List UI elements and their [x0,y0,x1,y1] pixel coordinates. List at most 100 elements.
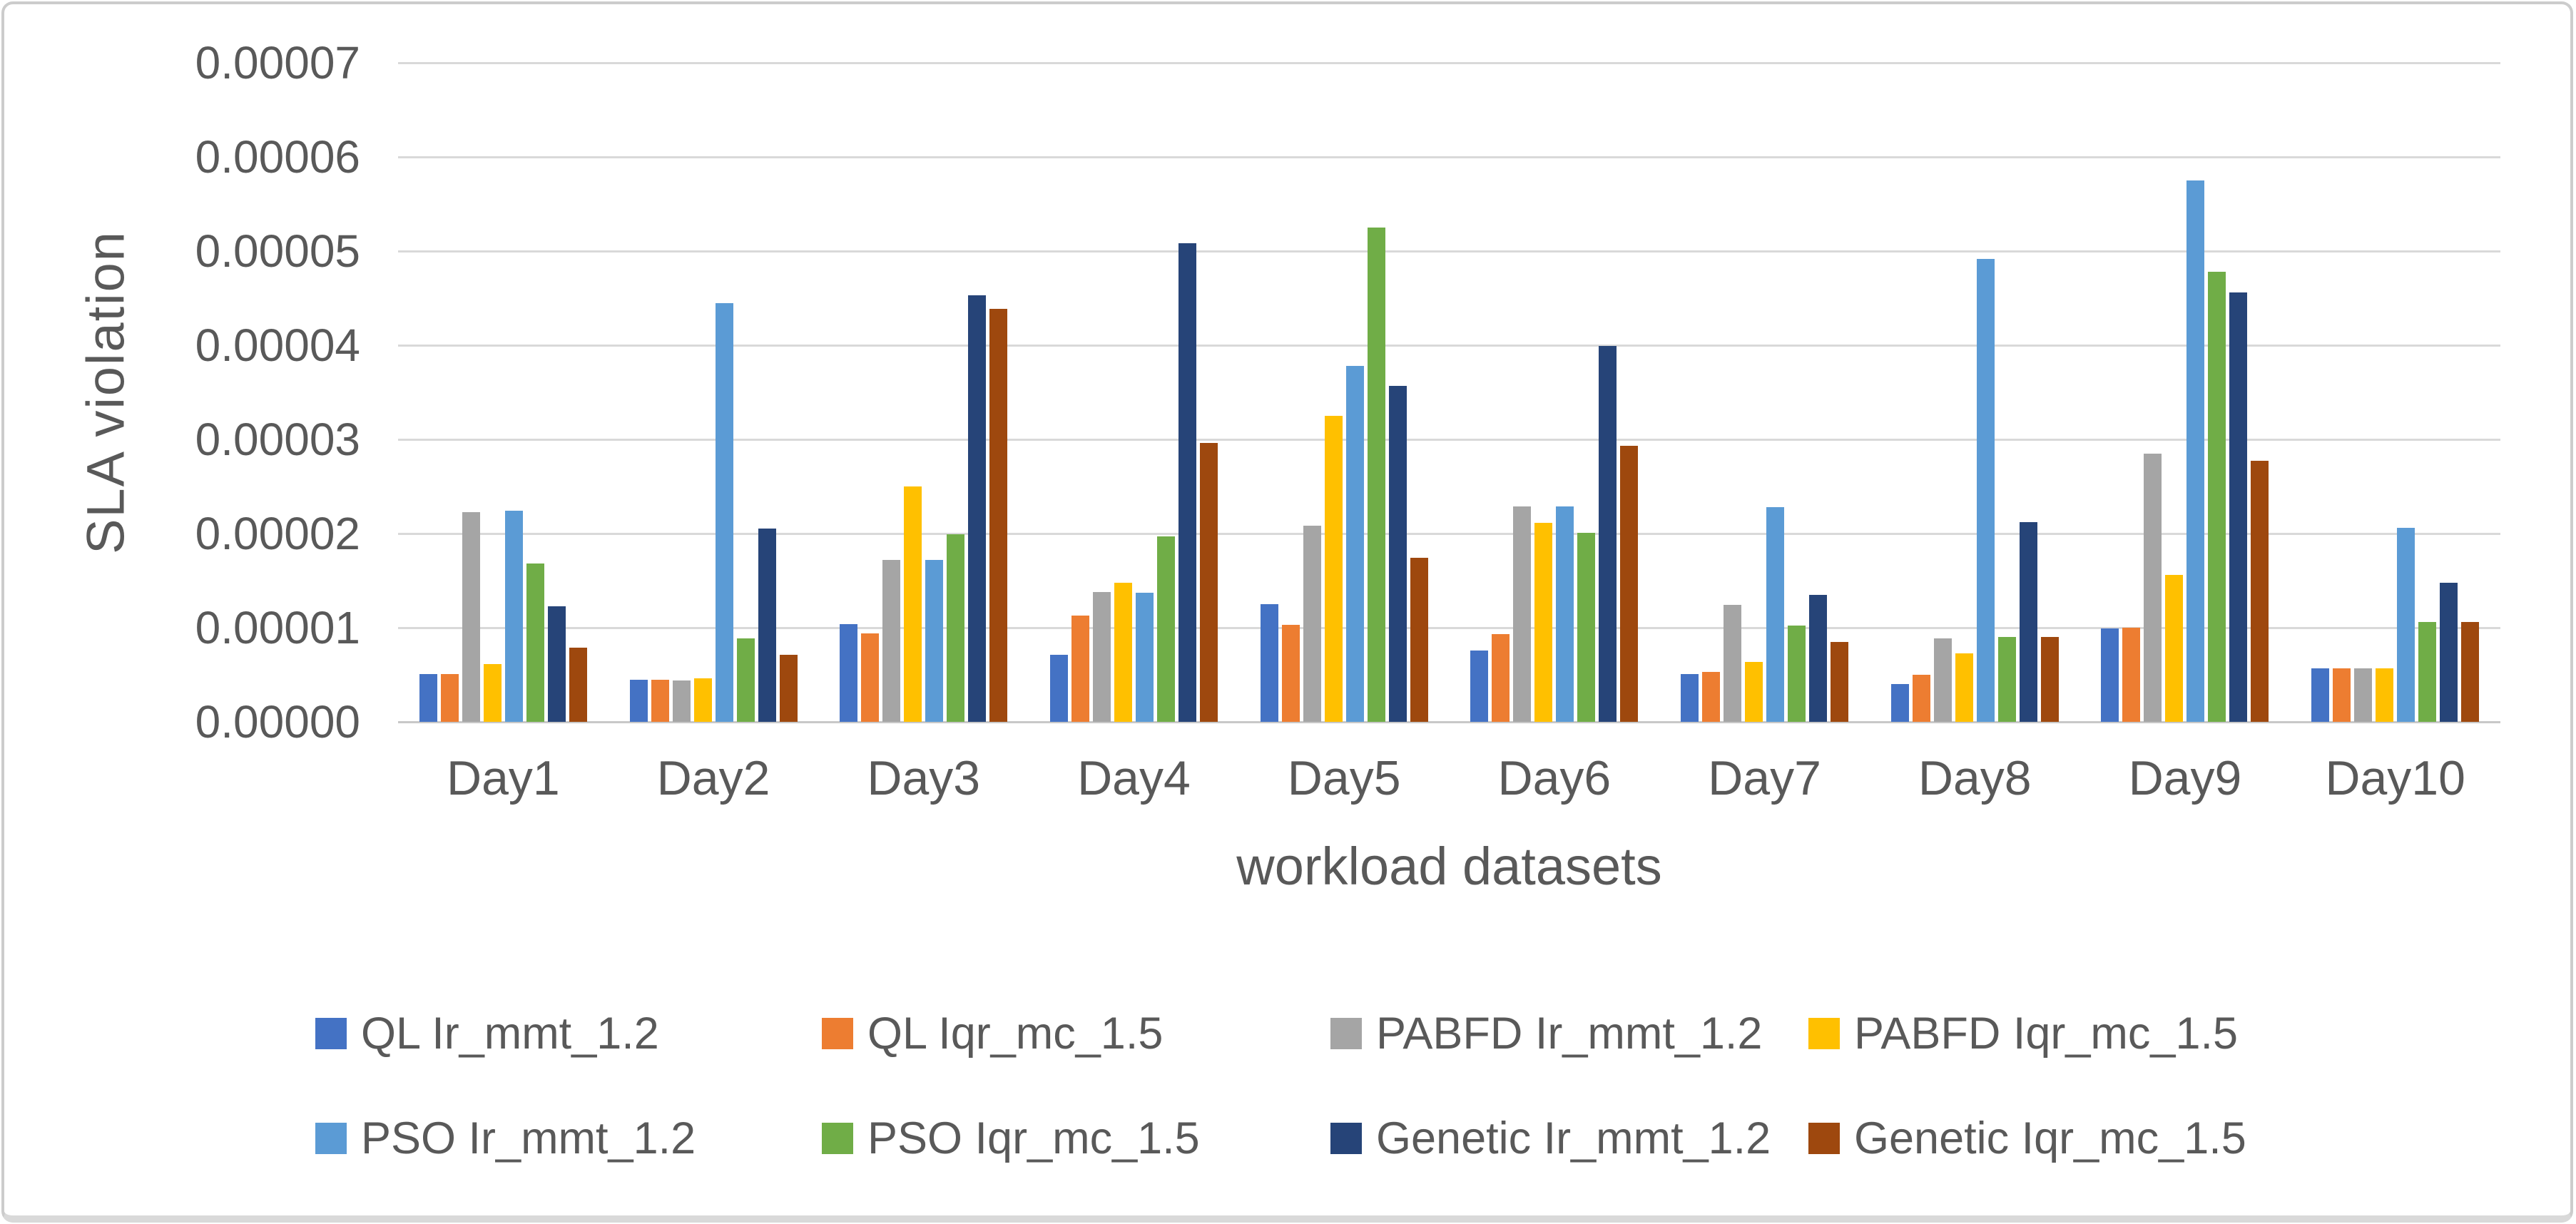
bar-pso-ir-mmt-1-2-day4 [1135,593,1154,722]
x-tick-label-day3: Day3 [867,751,981,805]
y-tick-label: 0.00004 [195,320,360,371]
bar-pabfd-ir-mmt-1-2-day10 [2354,668,2373,722]
legend-label: PABFD Ir_mmt_1.2 [1376,1009,1763,1059]
bar-pabfd-ir-mmt-1-2-day9 [2144,454,2162,722]
bar-pso-iqr-mc-1-5-day1 [526,563,544,722]
bar-ql-ir-mmt-1-2-day6 [1470,651,1489,722]
bar-genetic-ir-mmt-1-2-day4 [1178,243,1196,722]
bar-pabfd-ir-mmt-1-2-day4 [1092,592,1111,722]
bar-ql-ir-mmt-1-2-day10 [2311,668,2330,722]
bar-genetic-iqr-mc-1-5-day10 [2461,622,2480,722]
bar-ql-iqr-mc-1-5-day10 [2333,668,2351,722]
legend-label: QL Ir_mmt_1.2 [361,1009,659,1059]
x-tick-label-day7: Day7 [1708,751,1821,805]
bar-group-day8 [1870,61,2080,722]
bar-pso-iqr-mc-1-5-day6 [1577,533,1596,722]
y-tick-label: 0.00001 [195,602,360,653]
bar-genetic-ir-mmt-1-2-day6 [1599,346,1617,722]
x-tick-label-day10: Day10 [2325,751,2465,805]
bar-ql-iqr-mc-1-5-day3 [861,633,880,722]
bar-ql-iqr-mc-1-5-day6 [1492,634,1510,722]
bar-pabfd-iqr-mc-1-5-day6 [1534,523,1553,722]
x-axis-title: workload datasets [1236,837,1662,896]
bar-genetic-iqr-mc-1-5-day8 [2040,637,2059,722]
bar-ql-ir-mmt-1-2-day9 [2101,628,2119,722]
x-tick-label-day6: Day6 [1497,751,1612,805]
legend-item-genetic-ir-mmt-1-2: Genetic Ir_mmt_1.2 [1330,1113,1771,1163]
bar-genetic-iqr-mc-1-5-day6 [1620,446,1639,722]
bar-genetic-ir-mmt-1-2-day2 [758,529,776,722]
legend-item-pso-ir-mmt-1-2: PSO Ir_mmt_1.2 [315,1116,696,1161]
bar-group-day10 [2290,61,2500,722]
bar-ql-ir-mmt-1-2-day8 [1890,684,1909,722]
y-tick-label: 0.00002 [195,508,360,559]
x-tick-label-day1: Day1 [446,751,560,805]
legend-item-pabfd-iqr-mc-1-5: PABFD Iqr_mc_1.5 [1808,1009,2239,1059]
bar-genetic-ir-mmt-1-2-day1 [547,606,566,722]
bar-genetic-iqr-mc-1-5-day9 [2251,461,2269,722]
bar-genetic-ir-mmt-1-2-day5 [1388,386,1407,722]
bar-pso-iqr-mc-1-5-day2 [736,638,755,722]
bar-pabfd-iqr-mc-1-5-day3 [904,486,922,722]
bar-genetic-ir-mmt-1-2-day10 [2440,583,2458,722]
legend-label: QL Iqr_mc_1.5 [867,1009,1164,1059]
bar-genetic-iqr-mc-1-5-day1 [569,648,587,722]
gridline-0.00000 [398,721,2500,723]
legend-item-pabfd-ir-mmt-1-2: PABFD Ir_mmt_1.2 [1330,1009,1763,1059]
legend-label: PABFD Iqr_mc_1.5 [1854,1009,2239,1059]
legend-item-genetic-iqr-mc-1-5: Genetic Iqr_mc_1.5 [1808,1116,2246,1161]
bar-pabfd-iqr-mc-1-5-day9 [2165,575,2184,722]
legend-label: Genetic Ir_mmt_1.2 [1376,1113,1771,1163]
bar-pabfd-ir-mmt-1-2-day8 [1933,638,1952,722]
legend-item-pso-iqr-mc-1-5: PSO Iqr_mc_1.5 [822,1113,1200,1163]
bar-ql-iqr-mc-1-5-day8 [1912,675,1930,722]
y-axis-title: SLA violation [76,230,136,554]
bar-pabfd-iqr-mc-1-5-day5 [1324,416,1343,722]
x-tick-label-day2: Day2 [656,751,770,805]
bar-ql-iqr-mc-1-5-day1 [440,674,459,722]
gridline-0.00006 [398,156,2500,158]
bar-group-day4 [1029,61,1239,722]
legend-item-ql-iqr-mc-1-5: QL Iqr_mc_1.5 [822,1009,1164,1059]
bar-genetic-ir-mmt-1-2-day8 [2019,522,2037,722]
legend-swatch-icon [822,1123,853,1154]
bar-ql-ir-mmt-1-2-day7 [1681,674,1699,722]
legend-item-ql-ir-mmt-1-2: QL Ir_mmt_1.2 [315,1009,659,1059]
bar-pso-ir-mmt-1-2-day2 [715,303,733,722]
bar-pabfd-iqr-mc-1-5-day10 [2376,668,2394,722]
bar-pabfd-ir-mmt-1-2-day7 [1724,605,1742,722]
bar-pso-ir-mmt-1-2-day8 [1976,259,1995,722]
bar-group-day2 [609,61,819,722]
bar-group-day5 [1239,61,1450,722]
bar-pabfd-iqr-mc-1-5-day8 [1955,653,1973,722]
bar-pso-ir-mmt-1-2-day6 [1556,506,1574,722]
legend-swatch-icon [822,1018,853,1049]
bar-genetic-ir-mmt-1-2-day9 [2229,292,2248,722]
bar-pso-iqr-mc-1-5-day8 [1997,637,2016,722]
bar-ql-ir-mmt-1-2-day3 [840,624,858,722]
x-tick-label-day9: Day9 [2128,751,2242,805]
bar-pso-iqr-mc-1-5-day4 [1156,536,1175,722]
bar-pabfd-iqr-mc-1-5-day4 [1114,583,1132,722]
bar-genetic-iqr-mc-1-5-day3 [989,309,1008,722]
legend-swatch-icon [315,1018,347,1049]
legend-swatch-icon [1808,1018,1840,1049]
bar-pso-iqr-mc-1-5-day5 [1367,228,1385,722]
bar-pabfd-ir-mmt-1-2-day1 [462,512,480,722]
bar-pabfd-iqr-mc-1-5-day1 [483,664,502,722]
x-tick-label-day8: Day8 [1918,751,2032,805]
bar-ql-ir-mmt-1-2-day4 [1049,655,1068,722]
bar-pso-iqr-mc-1-5-day7 [1788,626,1806,722]
bar-pabfd-ir-mmt-1-2-day2 [672,680,691,722]
bar-group-day7 [1659,61,1870,722]
bar-pabfd-ir-mmt-1-2-day3 [882,560,901,722]
bar-pso-ir-mmt-1-2-day9 [2186,180,2205,722]
bar-group-day6 [1450,61,1660,722]
y-tick-label: 0.00003 [195,414,360,465]
bar-pso-iqr-mc-1-5-day9 [2208,272,2226,722]
bar-group-day9 [2080,61,2291,722]
legend-label: PSO Iqr_mc_1.5 [867,1113,1200,1163]
gridline-0.00002 [398,533,2500,535]
